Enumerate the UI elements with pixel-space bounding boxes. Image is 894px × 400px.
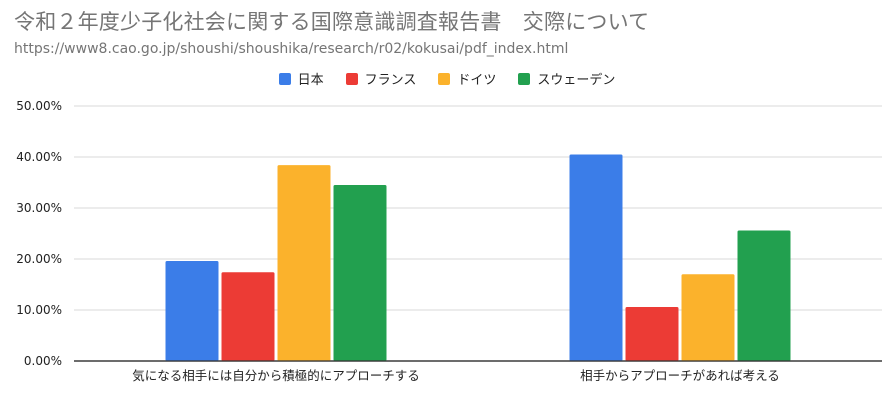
legend-label-germany: ドイツ [457,73,497,88]
bar-france-2 [625,306,679,361]
legend-swatch-germany [438,72,451,85]
legend-item-japan: 日本 [278,69,324,88]
bar-germany-1 [277,165,331,361]
bar-germany-2 [681,274,735,361]
y-tick-label: 50.00% [16,99,62,113]
legend: 日本 フランス ドイツ スウェーデン [0,69,894,88]
legend-label-sweden: スウェーデン [537,73,616,88]
y-tick-label: 20.00% [16,252,62,266]
y-tick-label: 40.00% [16,150,62,164]
chart-title: 令和２年度少子化社会に関する国際意識調査報告書 交際について [14,10,650,34]
legend-item-sweden: スウェーデン [518,69,615,88]
bar-japan-2 [569,154,623,361]
x-category-label: 相手からアプローチがあれば考える [580,368,780,383]
chart-subtitle: https://www8.cao.go.jp/shoushi/shoushika… [14,41,569,57]
legend-swatch-sweden [518,72,531,85]
legend-label-japan: 日本 [297,73,324,88]
bar-sweden-1 [333,185,387,361]
y-tick-label: 30.00% [16,201,62,215]
x-category-label: 気になる相手には自分から積極的にアプローチする [132,368,420,383]
legend-item-germany: ドイツ [438,69,496,88]
bar-sweden-2 [737,230,791,361]
legend-label-france: フランス [364,73,417,88]
legend-item-france: フランス [345,69,417,88]
bar-france-1 [221,272,275,361]
y-tick-label: 10.00% [16,303,62,317]
y-tick-label: 0.00% [24,354,62,368]
bar-japan-1 [165,261,219,361]
legend-swatch-france [345,72,358,85]
legend-swatch-japan [278,72,291,85]
